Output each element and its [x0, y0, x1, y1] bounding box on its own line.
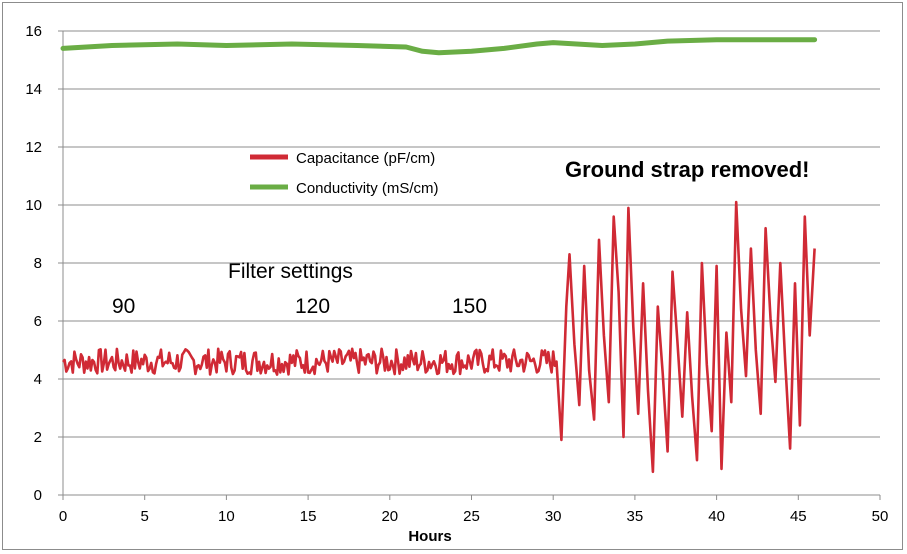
x-tick-label-0: 0 [59, 508, 67, 525]
y-tick-labels: 0 2 4 6 8 10 12 14 16 [25, 23, 42, 504]
y-tick-label-16: 16 [25, 23, 42, 40]
x-tick-label-5: 5 [141, 508, 149, 525]
series-line-conductivity [60, 37, 818, 56]
x-tick-label-20: 20 [381, 508, 398, 525]
legend-label-capacitance: Capacitance (pF/cm) [296, 150, 435, 167]
x-tick-label-15: 15 [300, 508, 317, 525]
y-tick-label-0: 0 [34, 487, 42, 504]
gridlines [63, 30, 880, 438]
y-tick-label-2: 2 [34, 429, 42, 446]
x-tick-label-45: 45 [790, 508, 807, 525]
legend-label-conductivity: Conductivity (mS/cm) [296, 180, 439, 197]
y-tick-label-8: 8 [34, 255, 42, 272]
x-tick-label-25: 25 [463, 508, 480, 525]
x-tick-label-10: 10 [218, 508, 235, 525]
legend: Capacitance (pF/cm) Conductivity (mS/cm) [250, 150, 439, 197]
annotation-filter-90: 90 [112, 295, 135, 318]
x-tick-label-50: 50 [872, 508, 889, 525]
y-tick-label-4: 4 [34, 371, 42, 388]
x-tick-labels: 0 5 10 15 20 25 30 35 40 45 50 [59, 508, 889, 525]
x-tick-label-30: 30 [545, 508, 562, 525]
y-tick-label-12: 12 [25, 139, 42, 156]
annotation-filter-150: 150 [452, 295, 487, 318]
axes [58, 30, 881, 500]
annotation-filter-120: 120 [295, 295, 330, 318]
y-tick-label-14: 14 [25, 81, 42, 98]
annotation-ground-strap: Ground strap removed! [565, 157, 809, 182]
x-tick-label-35: 35 [627, 508, 644, 525]
x-axis-title: Hours [408, 528, 451, 545]
series-line-capacitance [62, 200, 816, 474]
y-tick-label-10: 10 [25, 197, 42, 214]
x-tick-label-40: 40 [708, 508, 725, 525]
annotation-filter-settings: Filter settings [228, 260, 353, 283]
series-lines [60, 37, 818, 474]
y-tick-label-6: 6 [34, 313, 42, 330]
